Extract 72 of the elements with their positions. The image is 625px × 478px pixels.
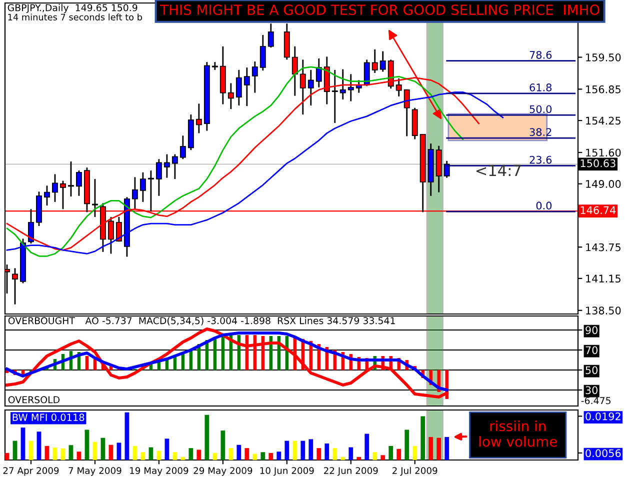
candlestick	[148, 170, 154, 212]
annotation: 38.2	[530, 128, 552, 136]
y-tick-label: 151.60	[586, 148, 621, 157]
annotation: 23.6	[530, 156, 552, 164]
annotation: 0.0	[536, 202, 552, 210]
candlestick	[260, 34, 266, 72]
candlestick	[12, 268, 18, 306]
x-tick-label: 10 Jun 2009	[260, 467, 314, 476]
text: 14 minutes 7 seconds left to b	[8, 14, 142, 20]
x-tick-label: 27 Apr 2009	[3, 467, 59, 476]
annotation: 50.0	[530, 105, 552, 114]
candlestick	[292, 46, 298, 97]
candlestick	[236, 69, 242, 106]
bar	[85, 356, 89, 370]
annotation: AO -5.737 MACD(5,34,5) -3.004 -1.898 RSX Lines 34.579 33.541	[85, 316, 395, 326]
candlestick	[156, 158, 162, 197]
annotation: THIS MIGHT BE A GOOD TEST FOR GOOD SELLING PRICE IMHO	[160, 4, 600, 16]
candlestick	[316, 58, 322, 88]
y-tick-label: 149.00	[586, 180, 621, 188]
annotation: 61.8	[530, 84, 552, 92]
candlestick	[348, 73, 354, 102]
candlestick	[92, 178, 98, 218]
candlestick	[252, 60, 258, 94]
candlestick	[244, 66, 250, 107]
candlestick	[372, 48, 378, 74]
chart-title: GBPJPY.,Daily 149.65 150.9	[8, 4, 138, 14]
ref-line-label: 146.74	[580, 206, 616, 214]
x-tick-label: 19 May 2009	[130, 467, 188, 476]
candlestick	[380, 50, 386, 72]
candlestick	[52, 173, 58, 203]
x-tick-label: 22 Jun 2009	[324, 467, 378, 476]
annotation: OVERSOLD	[8, 396, 60, 404]
candlestick	[180, 134, 186, 160]
text: -6.475	[581, 397, 610, 404]
bar	[221, 336, 225, 370]
candlestick	[28, 208, 34, 244]
y-tick-label: 154.25	[586, 116, 620, 125]
candlestick	[172, 154, 178, 180]
line-series	[5, 331, 448, 392]
annotation: 78.6	[530, 50, 552, 59]
y-tick-label: 156.85	[586, 85, 620, 94]
candlestick	[228, 82, 234, 110]
candlestick	[44, 184, 50, 206]
candlestick	[308, 69, 314, 106]
ref-line-label: 150.63	[580, 159, 616, 168]
y-tick-label: 141.15	[586, 274, 620, 283]
x-tick-label: 2 Jul 2009	[392, 466, 438, 476]
x-tick-label: 7 May 2009	[68, 467, 122, 476]
annotation: BW MFI 0.0118	[12, 414, 84, 422]
candlestick	[404, 89, 410, 137]
y-tick-label: 159.50	[586, 53, 621, 62]
y-tick-label: 50	[586, 366, 598, 374]
candlestick	[132, 176, 138, 210]
y-tick-label: 30	[586, 386, 598, 394]
x-tick-label: 29 May 2009	[194, 467, 252, 476]
y-tick-label: 0.0192	[586, 412, 620, 420]
candlestick	[196, 102, 202, 134]
candlestick	[164, 154, 170, 178]
candlestick	[140, 172, 146, 203]
candlestick	[68, 160, 74, 198]
y-tick-label: 90	[586, 326, 598, 334]
candlestick	[76, 170, 82, 197]
y-tick-label: 0.0056	[586, 449, 621, 458]
candlestick	[340, 68, 346, 100]
annotation: OVERBOUGHT	[8, 317, 75, 324]
candlestick	[332, 69, 338, 124]
y-tick-label: 143.75	[586, 243, 620, 252]
y-tick-label: 70	[586, 346, 598, 354]
candlestick	[444, 160, 450, 178]
annotation: rissiin in low volume	[479, 420, 557, 447]
y-tick-label: 138.50	[586, 306, 621, 314]
annotation: <14:7	[476, 164, 521, 176]
